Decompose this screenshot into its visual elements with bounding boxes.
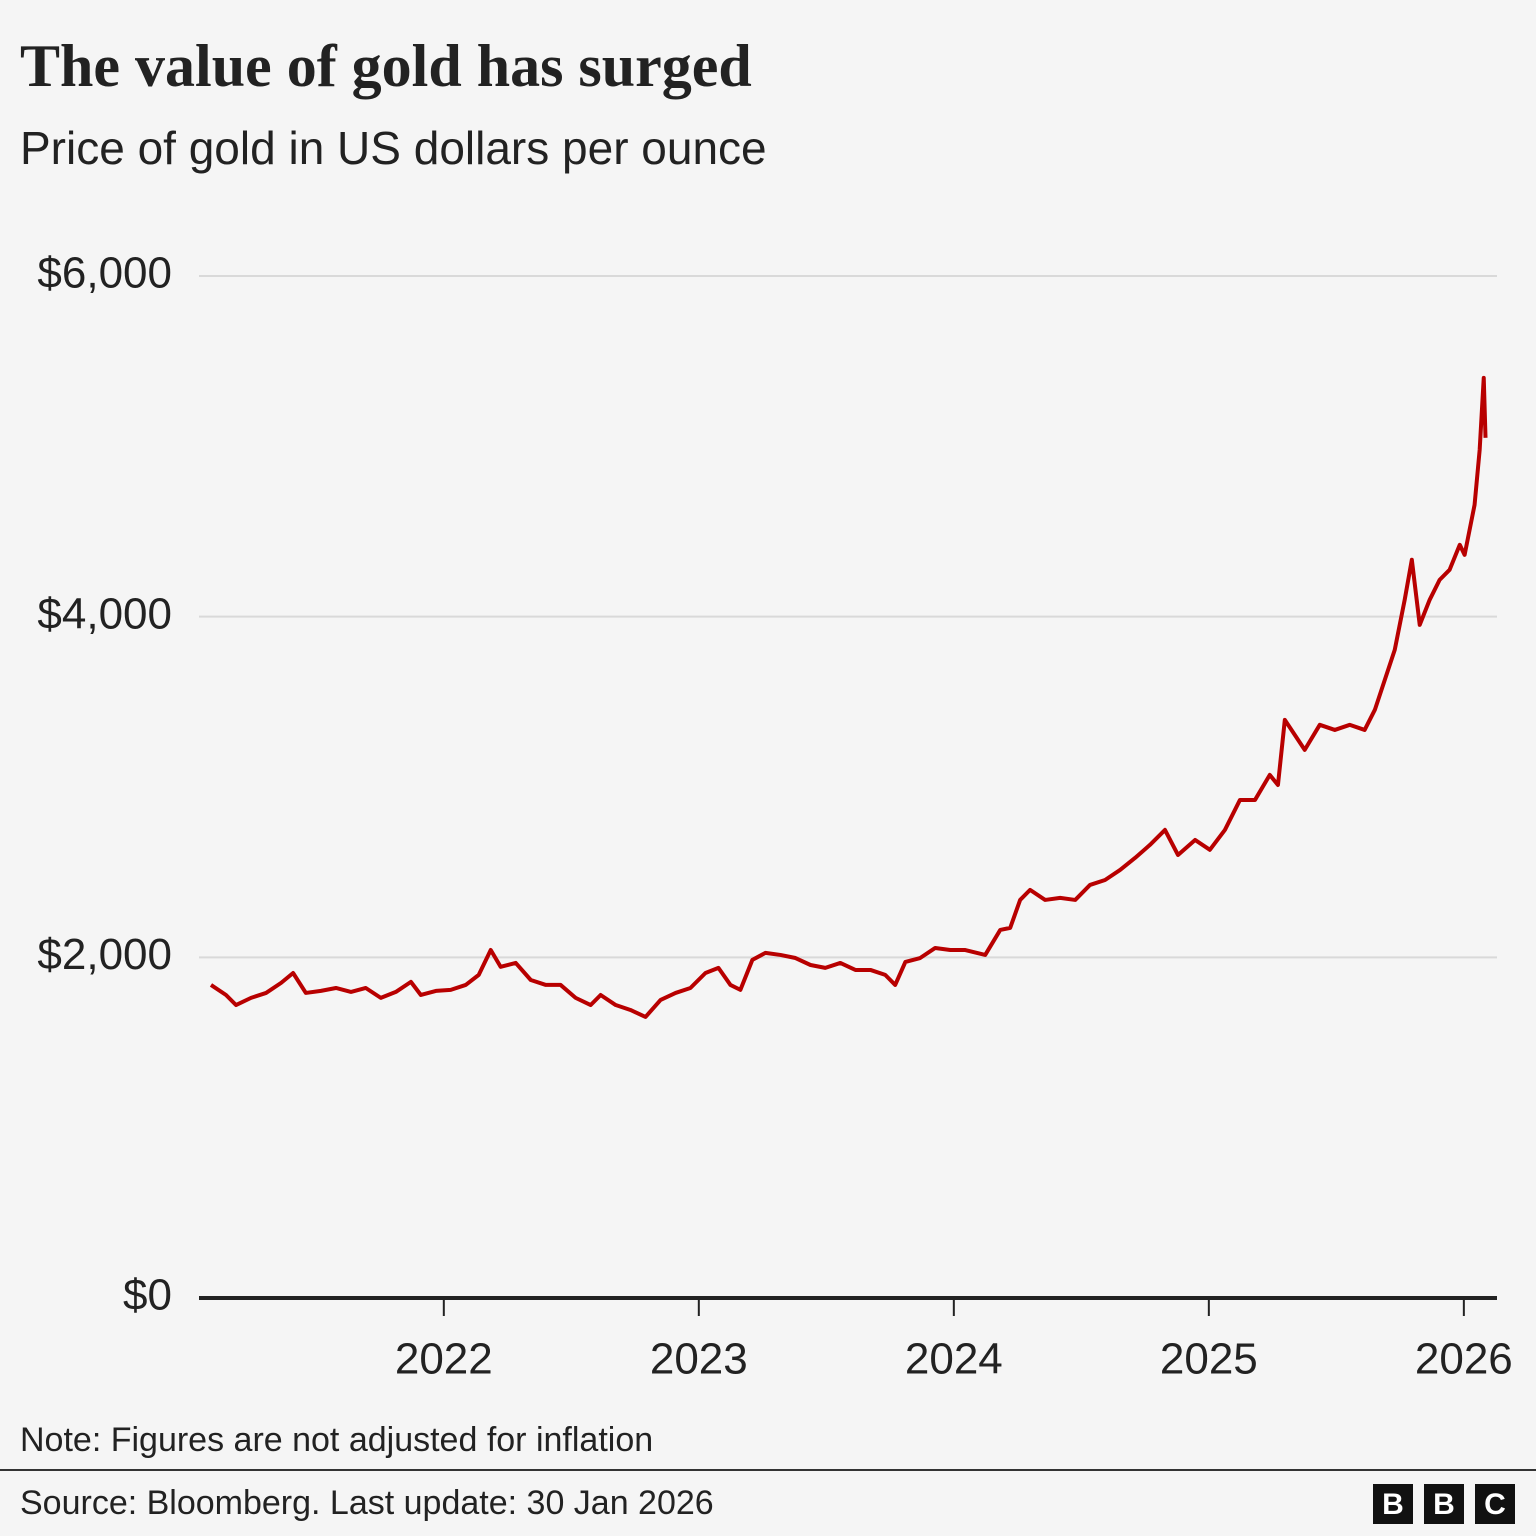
x-tick-label: 2026: [1415, 1335, 1513, 1384]
y-tick-label: $0: [123, 1271, 172, 1320]
y-tick-label: $4,000: [37, 589, 172, 638]
logo-letter: B: [1382, 1488, 1404, 1521]
x-tick-label: 2022: [395, 1335, 493, 1384]
logo-box: [1373, 1484, 1413, 1524]
logo-letter: C: [1484, 1488, 1506, 1521]
logo-box: [1424, 1484, 1464, 1524]
chart-subtitle: Price of gold in US dollars per ounce: [20, 122, 767, 174]
logo-letter: B: [1433, 1488, 1455, 1521]
note: Note: Figures are not adjusted for infla…: [20, 1421, 653, 1459]
x-tick-label: 2024: [905, 1335, 1003, 1384]
bbc-logo: B B C: [1373, 1484, 1515, 1524]
y-tick-label: $2,000: [37, 930, 172, 979]
y-tick-label: $6,000: [37, 249, 172, 298]
x-tick-label: 2025: [1160, 1335, 1258, 1384]
source: Source: Bloomberg. Last update: 30 Jan 2…: [20, 1484, 714, 1522]
price-line: [209, 375, 1488, 1019]
logo-box: [1475, 1484, 1515, 1524]
x-tick-label: 2023: [650, 1335, 748, 1384]
chart-title: The value of gold has surged: [20, 33, 752, 99]
